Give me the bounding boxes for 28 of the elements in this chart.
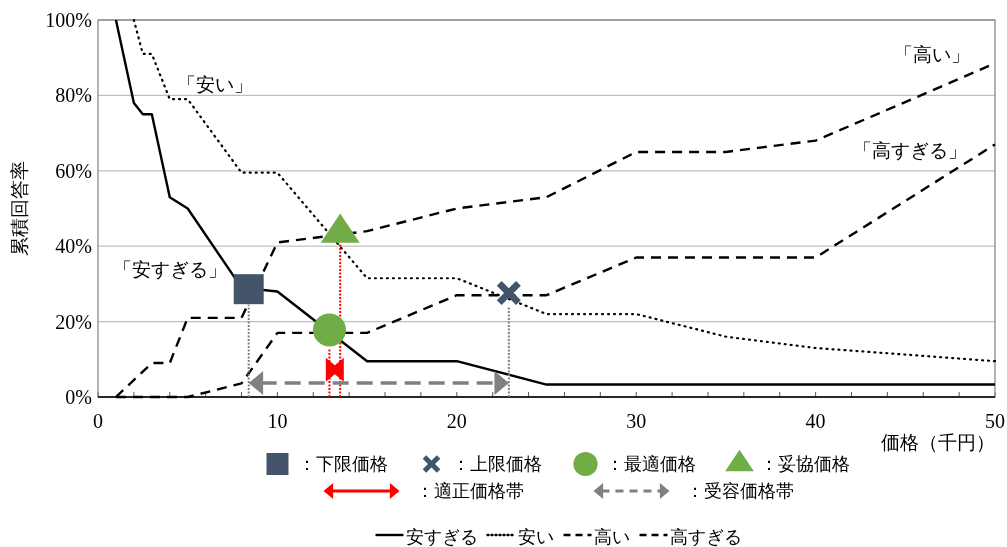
annotation: 「高すぎる」: [852, 139, 967, 162]
legend-label: 高すぎる: [669, 527, 742, 547]
x-tick-label: 10: [267, 410, 288, 432]
x-tick-label: 50: [985, 410, 1005, 432]
legend-label: ：妥協価格: [759, 454, 850, 474]
y-tick-label: 80%: [55, 84, 92, 107]
x-tick-label: 20: [446, 410, 467, 432]
legend-label: 高い: [593, 527, 630, 547]
x-tick-label: 0: [93, 410, 103, 432]
legend-label: 安い: [517, 527, 554, 547]
legend-label: ：下限価格: [297, 454, 388, 474]
annotation: 「安すぎる」: [112, 257, 227, 280]
y-axis-title: 累積回答率: [9, 161, 30, 256]
y-tick-label: 40%: [55, 235, 92, 258]
y-tick-label: 0%: [65, 386, 92, 408]
x-axis-title: 価格（千円）: [881, 432, 995, 453]
y-tick-label: 20%: [55, 310, 92, 333]
y-tick-label: 60%: [55, 159, 92, 182]
legend-label: ：上限価格: [451, 454, 542, 474]
text: ：受容価格帯: [685, 481, 794, 501]
annotation: 「高い」: [894, 42, 971, 65]
annotation: 「安い」: [176, 73, 253, 96]
x-tick-label: 30: [626, 410, 647, 432]
x-tick-label: 40: [805, 410, 826, 432]
legend-label: ：最適価格: [605, 454, 696, 474]
text: ：適正価格帯: [415, 481, 524, 501]
legend-label: 安すぎる: [405, 527, 478, 547]
y-tick-label: 100%: [45, 9, 92, 31]
